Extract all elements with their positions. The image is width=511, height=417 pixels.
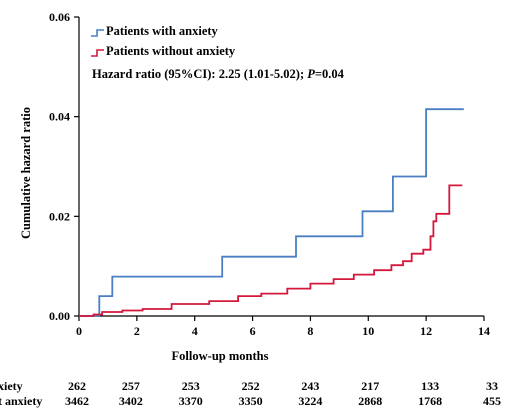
series-line-no-anxiety bbox=[79, 184, 463, 317]
y-tick-label: 0.06 bbox=[49, 10, 70, 24]
axes bbox=[78, 17, 484, 317]
risk-count: 3402 bbox=[119, 394, 143, 408]
risk-count: 3370 bbox=[179, 394, 203, 408]
x-tick-label: 10 bbox=[362, 324, 374, 338]
p-value: =0.04 bbox=[315, 67, 345, 81]
y-tick-label: 0.00 bbox=[49, 309, 70, 323]
x-tick-label: 0 bbox=[76, 324, 82, 338]
risk-count: 253 bbox=[182, 379, 200, 393]
series-line-anxiety bbox=[79, 108, 464, 317]
risk-count: 257 bbox=[122, 379, 140, 393]
risk-count: 455 bbox=[483, 394, 501, 408]
risk-table: xiety t anxiety 262 257 253 252 243 217 133 33 3… bbox=[0, 379, 501, 408]
risk-count: 252 bbox=[242, 379, 260, 393]
x-axis-title: Follow-up months bbox=[172, 349, 269, 363]
risk-count: 262 bbox=[68, 379, 86, 393]
risk-count: 33 bbox=[486, 379, 498, 393]
legend-label-no-anxiety: Patients without anxiety bbox=[106, 44, 236, 58]
risk-count: 3462 bbox=[65, 394, 89, 408]
x-tick-label: 8 bbox=[307, 324, 313, 338]
series-layer bbox=[79, 108, 464, 317]
legend: Patients with anxiety Patients without a… bbox=[91, 24, 236, 58]
risk-count: 3224 bbox=[298, 394, 322, 408]
risk-count: 243 bbox=[301, 379, 319, 393]
hazard-ratio-annotation: Hazard ratio (95%CI): 2.25 (1.01-5.02); … bbox=[92, 67, 345, 81]
risk-count: 3350 bbox=[239, 394, 263, 408]
p-symbol: P bbox=[307, 67, 315, 81]
risk-count: 217 bbox=[361, 379, 379, 393]
legend-symbol-anxiety bbox=[91, 29, 104, 37]
x-tick-label: 2 bbox=[134, 324, 140, 338]
risk-row-label-no-anxiety: t anxiety bbox=[0, 394, 42, 408]
risk-count: 1768 bbox=[418, 394, 442, 408]
legend-symbol-no-anxiety bbox=[91, 49, 104, 57]
hazard-ratio-text: Hazard ratio (95%CI): 2.25 (1.01-5.02); bbox=[92, 67, 307, 81]
risk-count: 133 bbox=[421, 379, 439, 393]
y-tick-label: 0.02 bbox=[49, 209, 70, 223]
x-tick-label: 6 bbox=[250, 324, 256, 338]
legend-label-anxiety: Patients with anxiety bbox=[106, 24, 219, 38]
risk-row-label-anxiety: xiety bbox=[0, 379, 23, 393]
y-tick-label: 0.04 bbox=[49, 110, 70, 124]
y-axis-title: Cumulative hazard ratio bbox=[19, 107, 33, 239]
ticks: 0 2 4 6 8 10 12 14 0.00 0.02 0.04 0.06 bbox=[49, 10, 490, 338]
risk-count: 2868 bbox=[358, 394, 382, 408]
x-tick-label: 4 bbox=[192, 324, 198, 338]
x-tick-label: 14 bbox=[478, 324, 490, 338]
x-tick-label: 12 bbox=[420, 324, 432, 338]
